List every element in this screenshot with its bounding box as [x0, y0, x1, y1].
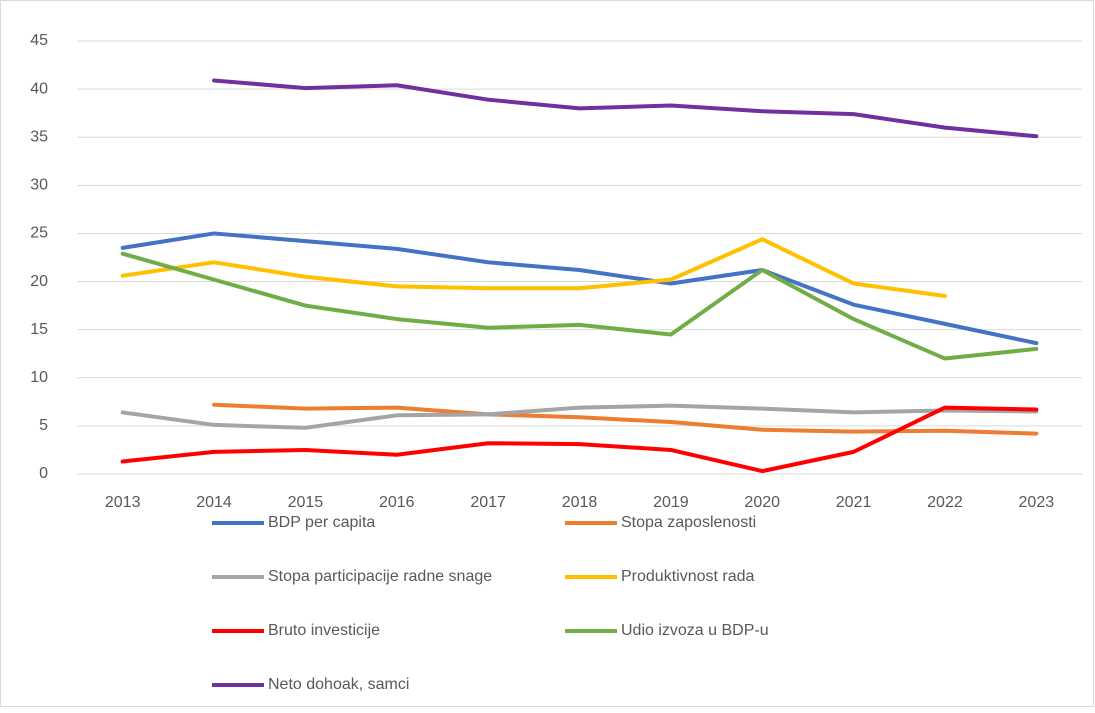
- series-line: [120, 403, 1039, 430]
- x-tick-label: 2014: [196, 494, 232, 511]
- series-line: [120, 231, 1039, 346]
- y-tick-label: 0: [39, 465, 48, 482]
- legend-label: Stopa participacije radne snage: [268, 568, 492, 585]
- y-tick-label: 25: [30, 225, 48, 242]
- legend-label: Udio izvoza u BDP-u: [621, 622, 769, 639]
- legend-label: BDP per capita: [268, 514, 375, 531]
- series-line: [212, 78, 1039, 139]
- y-tick-label: 45: [30, 32, 48, 49]
- legend-label: Neto dohoak, samci: [268, 676, 409, 693]
- y-tick-label: 10: [30, 369, 48, 386]
- legend-label: Bruto investicije: [268, 622, 380, 639]
- y-tick-label: 20: [30, 273, 48, 290]
- x-tick-label: 2013: [105, 494, 141, 511]
- series-line: [120, 251, 1039, 361]
- series-line: [120, 405, 1039, 474]
- y-tick-label: 40: [30, 80, 48, 97]
- y-tick-label: 5: [39, 417, 48, 434]
- x-tick-label: 2021: [836, 494, 872, 511]
- y-tick-label: 35: [30, 128, 48, 145]
- legend-label: Stopa zaposlenosti: [621, 514, 756, 531]
- legend-label: Produktivnost rada: [621, 568, 755, 585]
- x-tick-label: 2017: [470, 494, 506, 511]
- x-tick-label: 2022: [927, 494, 963, 511]
- y-tick-label: 30: [30, 177, 48, 194]
- x-tick-label: 2023: [1019, 494, 1055, 511]
- y-tick-label: 15: [30, 321, 48, 338]
- x-tick-label: 2020: [744, 494, 780, 511]
- x-tick-label: 2019: [653, 494, 689, 511]
- x-tick-label: 2018: [562, 494, 598, 511]
- series-line: [120, 237, 947, 298]
- x-tick-label: 2016: [379, 494, 415, 511]
- x-tick-label: 2015: [288, 494, 324, 511]
